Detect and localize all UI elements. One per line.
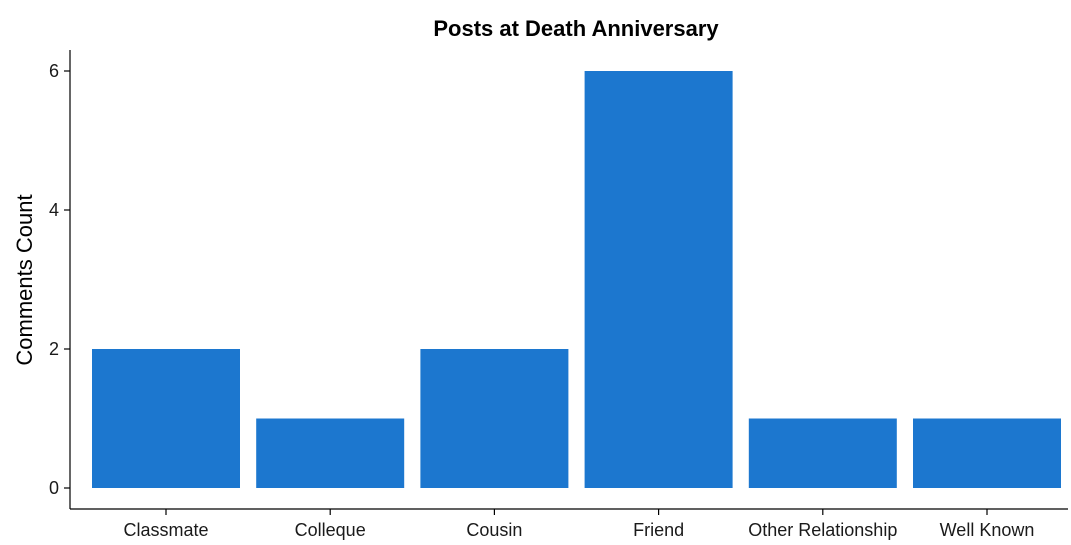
- x-tick-label-classmate: Classmate: [123, 520, 208, 540]
- bar-well-known: [913, 418, 1061, 488]
- bar-colleque: [256, 418, 405, 488]
- x-tick-label-cousin: Cousin: [466, 520, 522, 540]
- chart-title: Posts at Death Anniversary: [433, 16, 719, 41]
- x-tick-label-other-relationship: Other Relationship: [748, 520, 897, 540]
- axes-layer: 0 2 4 6 Classmate Colleque Cousin Friend Other R…: [49, 50, 1068, 540]
- x-tick-label-colleque: Colleque: [295, 520, 366, 540]
- x-tick-label-friend: Friend: [633, 520, 684, 540]
- bar-friend: [584, 71, 733, 488]
- x-tick-label-well-known: Well Known: [940, 520, 1035, 540]
- y-tick-label-2: 2: [49, 339, 59, 359]
- y-tick-label-4: 4: [49, 200, 59, 220]
- bars-layer: [92, 71, 1061, 488]
- bar-cousin: [420, 349, 569, 488]
- bar-other-relationship: [748, 418, 897, 488]
- bar-classmate: [92, 349, 240, 488]
- y-axis-title: Comments Count: [12, 194, 37, 365]
- y-tick-label-0: 0: [49, 478, 59, 498]
- y-tick-label-6: 6: [49, 61, 59, 81]
